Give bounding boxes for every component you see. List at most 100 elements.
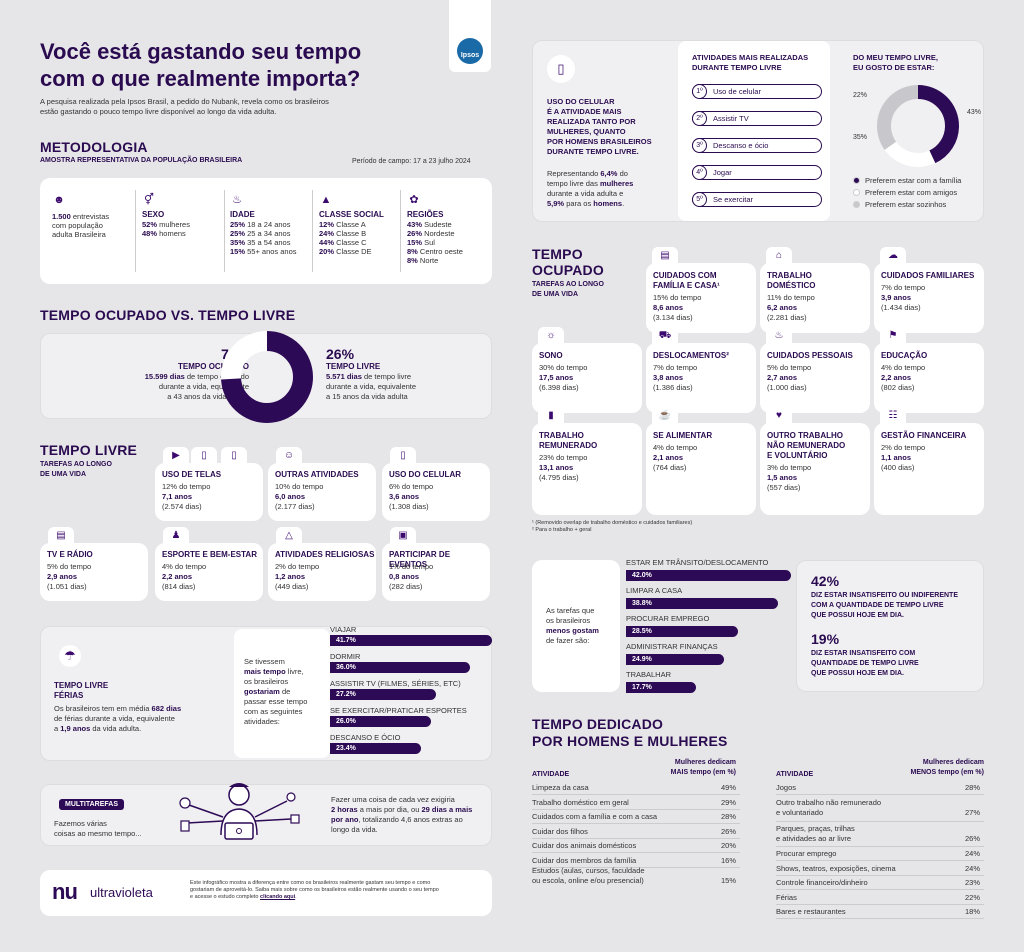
bar: 23.4% [330, 743, 421, 754]
celular-title: USO DO CELULAR É A ATIVIDADE MAIS REALIZ… [547, 97, 652, 157]
card-years: 1,5 anos [767, 473, 798, 482]
ocupado-days: 15.599 dias [144, 372, 185, 381]
classe-rows: 12% Classe A 24% Classe B 44% Classe C 20% … [319, 220, 399, 256]
card-days: (557 dias) [767, 483, 801, 492]
row-value: 49% [720, 783, 736, 792]
card-body: 15% do tempo 8,6 anos (3.134 dias) [653, 293, 701, 323]
bar-category-label: ASSISTIR TV (FILMES, SÉRIES, ETC) [330, 679, 461, 688]
right-value-header: Mulheres dedicam MENOS tempo (em %) [880, 758, 984, 778]
col-amostra: ☻ 1.500 entrevistas com população adulta… [52, 190, 132, 239]
activity-rank-item: 1º Uso de celular [692, 84, 822, 99]
free-time-card: △ ATIVIDADES RELIGIOSAS 2% do tempo 1,2 ano… [268, 527, 376, 601]
card-body: 4% do tempo 2,2 anos (802 dias) [881, 363, 925, 393]
celular-card: ▯ USO DO CELULAR É A ATIVIDADE MAIS REAL… [532, 40, 984, 222]
note2: ² Para o trabalho + geral [532, 527, 592, 533]
activity-icon: △ [276, 527, 302, 545]
card-body: 30% do tempo 17,5 anos (6.398 dias) [539, 363, 587, 393]
card-title: CUIDADOS FAMILIARES [881, 271, 974, 281]
card-title-1: CUIDADOS FAMILIARES [881, 271, 975, 280]
intro-line-2: estão gastando o pouco tempo livre dispo… [40, 107, 277, 116]
free-time-card: ▯ USO DO CELULAR 6% do tempo 3,6 anos (1.308… [382, 447, 490, 521]
card-years: 8,6 anos [653, 303, 684, 312]
row-value: 26% [720, 826, 736, 836]
stat-row: 20% Classe DE [319, 247, 399, 256]
activity-icon: ▯ [390, 447, 416, 465]
amostra-t3: adulta Brasileira [52, 230, 106, 239]
card-body: 23% do tempo 13,1 anos (4.795 dias) [539, 453, 587, 483]
stat-label: Nordeste [422, 229, 455, 238]
card-title-1: SONO [539, 351, 563, 360]
legend-dot [853, 177, 860, 184]
row-label: Controle financeiro/dinheiro [776, 878, 868, 887]
card-title: OUTRO TRABALHO NÃO REMUNERADO E VOLUNTÁRIO [767, 431, 845, 461]
periodo-campo: Período de campo: 17 a 23 julho 2024 [352, 158, 471, 165]
busy-time-card: ⛟ DESLOCAMENTOS² 7% do tempo 3,8 anos (1.386… [646, 327, 756, 413]
cb4c: homens [593, 199, 623, 208]
card-do-tempo: do tempo [668, 293, 702, 302]
rank-number: 4º [692, 165, 707, 180]
tempo-livre-title: TEMPO LIVRE [40, 442, 138, 458]
footnotes: ¹ (Removido overlap de trabalho doméstic… [532, 520, 692, 534]
mt-r3: , totalizando 4,6 anos extras ao [358, 815, 463, 824]
row-value: 20% [720, 841, 736, 850]
cel-t5: POR HOMENS BRASILEIROS [547, 137, 652, 146]
busy-time-card: ▮ TRABALHO REMUNERADO 23% do tempo 13,1 anos… [532, 407, 642, 515]
study-link[interactable]: clicando aqui [260, 894, 296, 900]
card-do-tempo: do tempo [891, 443, 926, 452]
livre-l3: a 15 anos da vida adulta [326, 392, 408, 401]
bar-category-label: DESCANSO E ÓCIO [330, 733, 401, 742]
mt-l2: coisas ao mesmo tempo... [54, 829, 142, 838]
bar-category-label: ADMINISTRAR FINANÇAS [626, 642, 718, 651]
free-time-card: ▤ TV E RÁDIO 5% do tempo 2,9 anos (1.051 dia… [40, 527, 148, 601]
card-pct-line: 6% do tempo [389, 482, 433, 492]
ferias-t2: FÉRIAS [54, 691, 84, 700]
card-do-tempo: do tempo [891, 283, 926, 292]
table-row: Parques, praças, trilhas e atividades ao… [776, 822, 984, 847]
stat-row: 8% Centro oeste [407, 247, 487, 256]
card-pct: 4% [881, 363, 892, 372]
activity-icon: ☷ [880, 407, 906, 425]
rank-label: Descanso e ócio [713, 141, 769, 150]
slice-amigos [877, 85, 959, 167]
pt1: DO MEU TEMPO LIVRE, [853, 53, 939, 62]
left-col-header: ATIVIDADE [532, 771, 570, 778]
mg1: As tarefas que [546, 606, 595, 615]
stat-label: Sudeste [422, 220, 452, 229]
activity-icon: ⌂ [766, 247, 792, 265]
card-years: 3,6 anos [389, 492, 420, 501]
row-value: 16% [720, 855, 736, 865]
tempo-livre-subtitle: TAREFAS AO LONGO DE UMA VIDA [40, 460, 112, 480]
nu-logo: nu [52, 879, 78, 904]
card-title: EDUCAÇÃO [881, 351, 927, 361]
pie-title: DO MEU TEMPO LIVRE, EU GOSTO DE ESTAR: [853, 53, 938, 73]
card-pct-line: 5% do tempo [767, 363, 811, 373]
stat-pct: 15% [230, 247, 246, 256]
legend-label: Preferem estar com amigos [865, 188, 958, 197]
card-pct-line: 30% do tempo [539, 363, 587, 373]
card-title-1: SE ALIMENTAR [653, 431, 713, 440]
livre-block: 26% TEMPO LIVRE 5.571 dias de tempo livr… [326, 346, 486, 402]
ocupado-desc: 15.599 dias de tempo ocupado durante a v… [81, 372, 249, 402]
cb1c: do [617, 169, 628, 178]
bar-category-label: ESTAR EM TRÂNSITO/DESLOCAMENTO [626, 558, 769, 567]
tl-sub1: TAREFAS AO LONGO [40, 461, 112, 468]
it2c: QUE POSSUI HOJE EM DIA. [811, 670, 904, 677]
title-line-1: Você está gastando seu tempo [40, 39, 362, 64]
footer-text: Este infográfico mostra a diferença entr… [190, 880, 490, 901]
amostra-count: 1.500 [52, 212, 71, 221]
sexo-r1: mulheres [157, 220, 190, 229]
activity-icon: ▮ [538, 407, 564, 425]
cel-t1: USO DO CELULAR [547, 97, 615, 106]
card-years: 2,9 anos [47, 572, 78, 581]
insat-pct-2: 19% [811, 631, 840, 647]
insat-pct-1: 42% [811, 573, 840, 589]
activity-icon: ▣ [390, 527, 416, 545]
card-days: (814 dias) [162, 582, 196, 591]
table-row: Controle financeiro/dinheiro 23% [776, 876, 984, 890]
card-pct-line: 3% do tempo [767, 463, 811, 473]
legend-dot [853, 201, 860, 208]
stat-pct: 8% [407, 247, 418, 256]
row-label: Cuidados com a família e com a casa [532, 812, 658, 821]
card-pct-line: 10% do tempo [275, 482, 323, 492]
mt-r2: a mais por dia, ou [357, 805, 422, 814]
